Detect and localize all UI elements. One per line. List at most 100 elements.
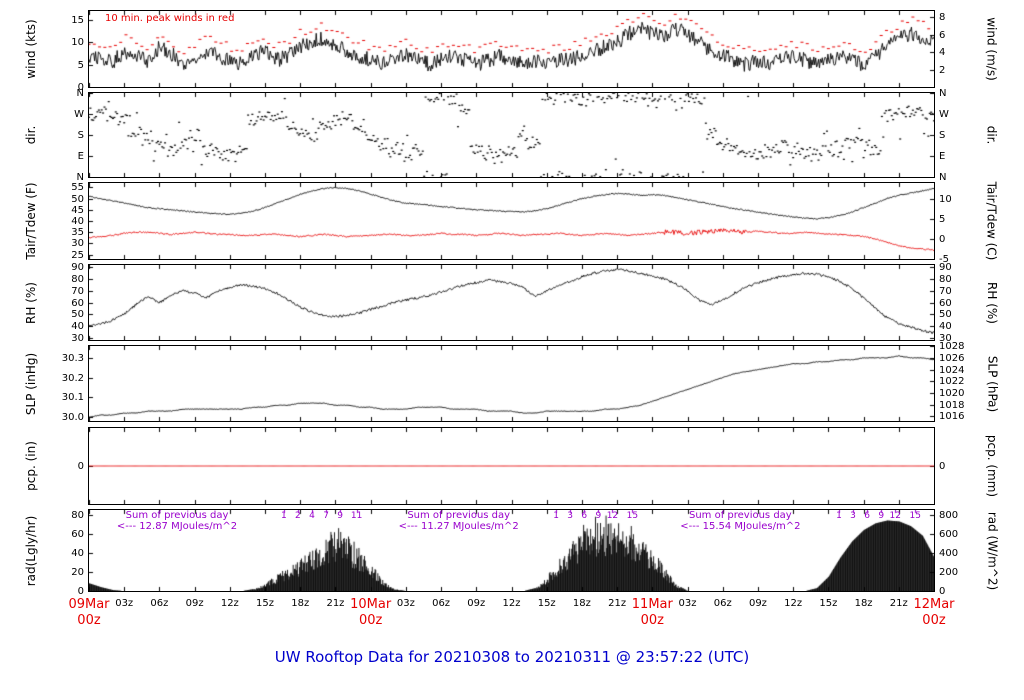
- relative-humidity-ytick-left: 80: [71, 274, 84, 286]
- radiation-sum-annotation-2: Sum of previous day <--- 11.27 MJoules/m…: [399, 510, 519, 532]
- precipitation-panel: pcp. (in) pcp. (mm): [24, 427, 999, 505]
- precipitation-left-axis-label: pcp. (in): [24, 441, 38, 491]
- pressure-right-axis-label: SLP (hPa): [985, 355, 999, 412]
- solar-radiation-ytick-right: 0: [939, 586, 946, 597]
- wind-left-axis-label: wind (kts): [24, 19, 38, 79]
- x-axis-minor-label: 03z: [396, 598, 415, 609]
- x-axis-minor-label: 12z: [784, 598, 803, 609]
- x-axis-major-label: 11Mar 00z: [632, 597, 673, 629]
- x-axis-minor-label: 18z: [291, 598, 310, 609]
- radiation-left-axis-label: rad(Lgly/hr): [24, 515, 38, 586]
- radiation-plot-canvas: [89, 510, 934, 591]
- radiation-cumulative-mark: 6: [581, 511, 588, 521]
- wind-speed-ytick-right: 8: [939, 12, 946, 24]
- humidity-left-axis-label: RH (%): [24, 281, 38, 324]
- x-axis-minor-label: 15z: [537, 598, 556, 609]
- x-axis-minor-label: 15z: [819, 598, 838, 609]
- sea-level-pressure-ytick-right: 1022: [939, 376, 965, 388]
- wind-speed-ytick-left: 5: [77, 59, 84, 71]
- x-major-hour: 00z: [358, 613, 383, 628]
- relative-humidity-ytick-left: 90: [71, 262, 84, 274]
- annotation-value: <--- 12.87 MJoules/m^2: [116, 521, 238, 532]
- precipitation-ytick-left: 0: [77, 461, 84, 472]
- wind-speed-ytick-right: 2: [939, 64, 946, 76]
- precipitation-right-axis-label: pcp. (mm): [985, 434, 999, 498]
- annotation-value: <--- 11.27 MJoules/m^2: [398, 521, 519, 532]
- wind-plot-canvas: [89, 11, 934, 87]
- solar-radiation-ytick-right: 800: [939, 509, 959, 521]
- radiation-cumulative-mark: 9: [337, 511, 344, 521]
- sea-level-pressure-ytick-left: 30.0: [61, 412, 84, 424]
- wind-speed-ytick-left: 15: [71, 14, 84, 26]
- wind-speed-panel: wind (kts) wind (m/s) 10 min. peak winds…: [24, 10, 999, 88]
- solar-radiation-ytick-left: 40: [71, 547, 84, 559]
- annotation-value: <--- 15.54 MJoules/m^2: [680, 521, 801, 532]
- x-major-date: 11Mar: [631, 597, 673, 612]
- wind-direction-ytick-left: W: [74, 109, 84, 120]
- pressure-panel: SLP (inHg) SLP (hPa): [24, 345, 999, 422]
- temperature-ytick-left: 30: [71, 238, 84, 250]
- relative-humidity-ytick-right: 60: [939, 297, 952, 309]
- radiation-cumulative-mark: 15: [909, 511, 921, 521]
- wind-direction-ytick-right: N: [939, 172, 947, 183]
- wind-direction-ytick-left: N: [76, 88, 84, 99]
- x-axis-minor-label: 06z: [150, 598, 169, 609]
- x-axis-major-label: 10Mar 00z: [350, 597, 391, 629]
- radiation-cumulative-mark: 3: [567, 511, 574, 521]
- precipitation-plot-canvas: [89, 428, 934, 504]
- peak-winds-note: 10 min. peak winds in red: [105, 13, 235, 24]
- precipitation-ytick-right: 0: [939, 461, 946, 472]
- pressure-left-axis-label: SLP (inHg): [24, 352, 38, 415]
- x-major-hour: 00z: [77, 613, 101, 628]
- x-major-date: 10Mar: [350, 597, 392, 612]
- radiation-cumulative-mark: 1: [836, 511, 842, 521]
- wind-direction-panel: dir. dir.: [24, 92, 999, 178]
- temperature-ytick-left: 40: [71, 216, 84, 227]
- radiation-sum-annotation-3: Sum of previous day <--- 15.54 MJoules/m…: [680, 510, 800, 532]
- wind-right-axis-label: wind (m/s): [985, 17, 999, 81]
- temperature-left-axis-label: Tair/Tdew (F): [24, 182, 38, 260]
- radiation-cumulative-mark: 15: [626, 511, 639, 521]
- temperature-ytick-right: 5: [939, 213, 946, 225]
- radiation-right-axis-label: rad (W/m^2): [985, 511, 999, 590]
- radiation-cumulative-mark: 1: [553, 511, 559, 521]
- x-axis-minor-label: 06z: [713, 598, 732, 609]
- wind-direction-ytick-right: S: [939, 130, 946, 141]
- relative-humidity-ytick-left: 70: [71, 285, 84, 297]
- radiation-cumulative-mark: 6: [864, 511, 870, 521]
- wind-direction-ytick-left: N: [76, 172, 84, 183]
- relative-humidity-ytick-right: 80: [939, 274, 952, 286]
- temperature-panel: Tair/Tdew (F) Tair/Tdew (C): [24, 182, 999, 261]
- temperature-ytick-left: 50: [71, 193, 84, 205]
- wind-direction-ytick-right: W: [939, 109, 949, 120]
- humidity-plot-canvas: [89, 265, 934, 340]
- radiation-cumulative-mark: 12: [889, 511, 901, 521]
- sea-level-pressure-ytick-right: 1026: [939, 353, 965, 365]
- temperature-ytick-left: 45: [71, 204, 84, 216]
- temperature-ytick-right: -5: [939, 254, 949, 265]
- radiation-cumulative-mark: 1: [280, 511, 287, 521]
- plot-title: UW Rooftop Data for 20210308 to 20210311…: [274, 648, 750, 666]
- temperature-right-axis-label: Tair/Tdew (C): [985, 181, 999, 261]
- x-axis-major-label: 09Mar 00z: [68, 597, 109, 629]
- annotation-title: Sum of previous day: [407, 510, 511, 521]
- pressure-plot-canvas: [89, 346, 934, 421]
- radiation-cumulative-mark: 7: [323, 511, 329, 521]
- x-axis-minor-label: 03z: [678, 598, 697, 609]
- sea-level-pressure-ytick-right: 1020: [939, 387, 965, 399]
- solar-radiation-ytick-right: 400: [939, 547, 959, 559]
- wind-speed-ytick-left: 10: [71, 37, 84, 49]
- wind-speed-ytick-left: 0: [77, 82, 84, 93]
- radiation-cumulative-mark: 9: [595, 511, 602, 521]
- temperature-plot-canvas: [89, 183, 934, 259]
- solar-radiation-ytick-left: 0: [77, 586, 84, 597]
- relative-humidity-ytick-left: 30: [71, 332, 84, 344]
- sea-level-pressure-ytick-right: 1016: [939, 411, 965, 423]
- x-major-hour: 00z: [640, 613, 665, 628]
- x-axis-minor-label: 21z: [326, 598, 345, 609]
- solar-radiation-ytick-right: 600: [939, 528, 959, 540]
- solar-radiation-ytick-right: 200: [939, 566, 959, 578]
- radiation-cumulative-mark: 4: [309, 511, 315, 521]
- radiation-cumulative-mark: 9: [878, 511, 885, 521]
